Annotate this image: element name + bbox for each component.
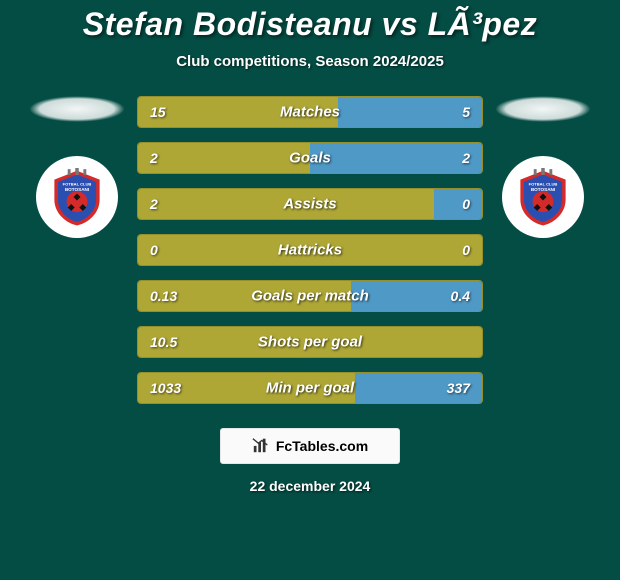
page-subtitle: Club competitions, Season 2024/2025	[176, 53, 444, 70]
club-badge-left: FOTBAL CLUB BOTOSANI	[36, 156, 118, 238]
club-shield-icon: FOTBAL CLUB BOTOSANI	[48, 168, 106, 226]
castle-m	[541, 168, 544, 175]
stat-row: 15 Matches 5	[137, 96, 483, 128]
left-side: FOTBAL CLUB BOTOSANI	[17, 96, 137, 238]
bar-chart-icon	[252, 436, 270, 457]
badge-top-text: FOTBAL CLUB	[529, 181, 558, 186]
stat-label: Assists	[283, 196, 336, 213]
branding-box[interactable]: FcTables.com	[220, 428, 400, 464]
club-shield-icon: FOTBAL CLUB BOTOSANI	[514, 168, 572, 226]
stat-label: Goals per match	[251, 288, 369, 305]
page-title: Stefan Bodisteanu vs LÃ³pez	[83, 6, 537, 43]
bar-right	[338, 97, 482, 127]
stat-value-right: 0	[462, 242, 470, 258]
stat-row: 1033 Min per goal 337	[137, 372, 483, 404]
page-root: Stefan Bodisteanu vs LÃ³pez Club competi…	[0, 0, 620, 580]
branding-text: FcTables.com	[276, 438, 368, 454]
player-shadow-left	[29, 96, 125, 122]
bar-left	[138, 143, 310, 173]
stat-value-right: 337	[447, 380, 470, 396]
stat-value-left: 2	[150, 196, 158, 212]
stat-value-left: 10.5	[150, 334, 177, 350]
badge-top-text: FOTBAL CLUB	[63, 181, 92, 186]
stat-value-left: 2	[150, 150, 158, 166]
badge-name-text: BOTOSANI	[65, 187, 89, 192]
castle-l	[534, 169, 537, 175]
date-label: 22 december 2024	[250, 478, 371, 494]
stat-label: Min per goal	[266, 380, 354, 397]
bar-right	[310, 143, 482, 173]
badge-name-text: BOTOSANI	[531, 187, 555, 192]
castle-r	[83, 169, 86, 175]
castle-l	[68, 169, 71, 175]
stat-value-left: 0.13	[150, 288, 177, 304]
stat-label: Hattricks	[278, 242, 342, 259]
stat-row: 0.13 Goals per match 0.4	[137, 280, 483, 312]
stat-row: 0 Hattricks 0	[137, 234, 483, 266]
stat-row: 2 Assists 0	[137, 188, 483, 220]
stat-value-left: 1033	[150, 380, 181, 396]
stat-value-left: 15	[150, 104, 166, 120]
main-row: FOTBAL CLUB BOTOSANI 15 Matches 5 2 Goals 2 2 A…	[0, 96, 620, 404]
stat-value-left: 0	[150, 242, 158, 258]
castle-r	[549, 169, 552, 175]
stat-row: 2 Goals 2	[137, 142, 483, 174]
stats-container: 15 Matches 5 2 Goals 2 2 Assists 0 0 Hattricks 0 0.1…	[137, 96, 483, 404]
stat-label: Shots per goal	[258, 334, 362, 351]
right-side: FOTBAL CLUB BOTOSANI	[483, 96, 603, 238]
stat-row: 10.5 Shots per goal	[137, 326, 483, 358]
castle-m	[75, 168, 78, 175]
club-badge-right: FOTBAL CLUB BOTOSANI	[502, 156, 584, 238]
stat-value-right: 0.4	[451, 288, 470, 304]
stat-value-right: 2	[462, 150, 470, 166]
stat-value-right: 0	[462, 196, 470, 212]
player-shadow-right	[495, 96, 591, 122]
stat-value-right: 5	[462, 104, 470, 120]
bar-right	[434, 189, 482, 219]
stat-label: Goals	[289, 150, 331, 167]
stat-label: Matches	[280, 104, 340, 121]
